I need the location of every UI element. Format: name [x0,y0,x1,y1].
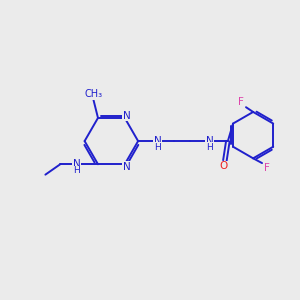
Text: H: H [73,166,80,175]
Text: N: N [154,136,161,146]
Text: N: N [123,162,130,172]
Text: N: N [73,159,80,169]
Text: H: H [206,143,212,152]
Text: CH₃: CH₃ [85,89,103,99]
Text: F: F [265,164,270,173]
Text: F: F [238,97,244,107]
Text: N: N [206,136,213,146]
Text: N: N [123,110,130,121]
Text: H: H [154,143,160,152]
Text: O: O [219,161,227,171]
